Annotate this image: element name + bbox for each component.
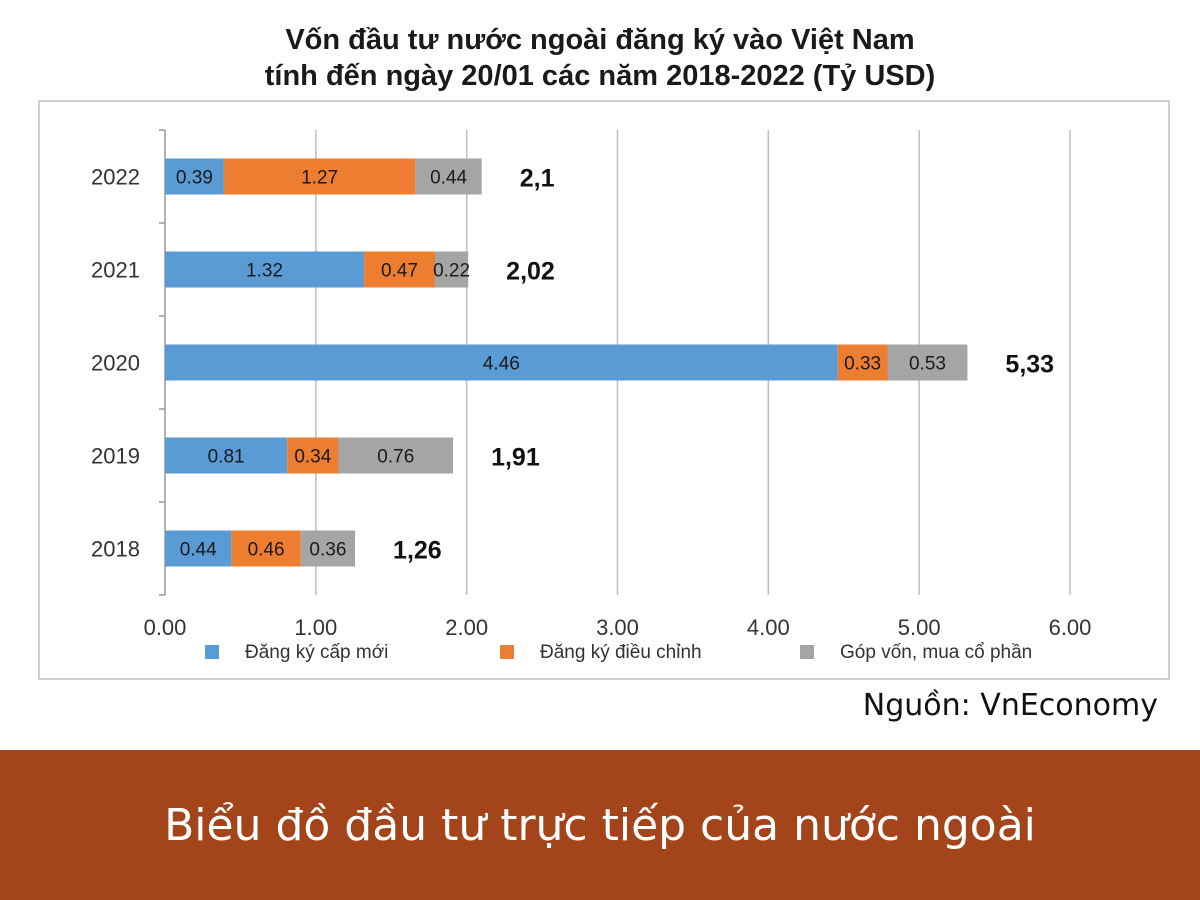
bar-data-label: 1.32 [246,261,283,282]
bar-segment [165,251,365,288]
bar-data-label: 0.76 [377,447,414,468]
chart-title-block: Vốn đầu tư nước ngoài đăng ký vào Việt N… [0,22,1200,94]
bar-data-label: 0.33 [844,354,881,375]
x-tick-label: 4.00 [747,615,790,640]
bar-segment [165,158,224,195]
bar-data-label: 0.34 [294,447,331,468]
source-credit: Nguồn: VnEconomy [862,688,1158,723]
chart-frame [38,100,1170,680]
y-tick-label: 2020 [91,351,140,376]
legend-label: Góp vốn, mua cổ phần [840,642,1032,663]
bar-segment [887,344,968,381]
legend-label: Đăng ký điều chỉnh [540,642,702,663]
bar-segment [287,437,339,474]
bar-segment [231,530,301,567]
bar-segment [300,530,356,567]
bar-segment [165,530,232,567]
bar-data-label: 1.27 [301,168,338,189]
bar-data-label: 0.22 [433,261,470,282]
chart-subtitle: tính đến ngày 20/01 các năm 2018-2022 (T… [264,60,936,92]
x-tick-label: 3.00 [596,615,639,640]
y-tick-label: 2022 [91,165,140,190]
bar-segment [338,437,454,474]
bar-chart: 0.00 1.00 2.00 3.00 4.00 5.00 6.00 2022 0.39 1.27… [91,129,1092,663]
bar-segment [165,437,288,474]
x-tick-label: 0.00 [144,615,187,640]
bar-total-label: 1,26 [393,537,442,565]
bar-segment [837,344,888,381]
chart-title: Vốn đầu tư nước ngoài đăng ký vào Việt N… [285,24,915,56]
bar-data-label: 0.47 [381,261,418,282]
bar-total-label: 5,33 [1005,351,1054,379]
x-tick-label: 2.00 [445,615,488,640]
bar-data-label: 0.46 [248,540,285,561]
bar-total-label: 2,02 [506,258,555,286]
bar-data-label: 0.81 [208,447,245,468]
bar-data-label: 0.53 [909,354,946,375]
bar-data-label: 4.46 [483,354,520,375]
footer-banner: Biểu đồ đầu tư trực tiếp của nước ngoài [0,750,1200,900]
bar-total-label: 1,91 [491,444,540,472]
x-tick-label: 1.00 [294,615,337,640]
y-tick-label: 2021 [91,258,140,283]
bar-segment [223,158,416,195]
legend-label: Đăng ký cấp mới [245,642,388,663]
legend-swatch [800,645,814,659]
y-tick-label: 2018 [91,537,140,562]
y-tick-label: 2019 [91,444,140,469]
x-tick-label: 5.00 [898,615,941,640]
footer-caption: Biểu đồ đầu tư trực tiếp của nước ngoài [164,799,1036,851]
bar-data-label: 0.39 [176,168,213,189]
bar-data-label: 0.36 [309,540,346,561]
bar-data-label: 0.44 [180,540,217,561]
bar-segment [434,251,469,288]
bar-segment [415,158,482,195]
x-tick-label: 6.00 [1049,615,1092,640]
bar-segment [165,344,838,381]
bar-segment [364,251,435,288]
bar-total-label: 2,1 [520,165,555,193]
legend-swatch [500,645,514,659]
bar-data-label: 0.44 [430,168,467,189]
legend-swatch [205,645,219,659]
